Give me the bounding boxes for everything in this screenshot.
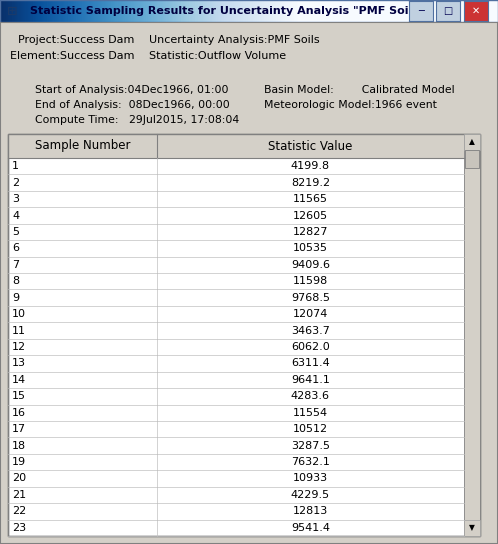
Text: 12605: 12605 [293,211,328,220]
Text: Meteorologic Model:1966 event: Meteorologic Model:1966 event [264,100,437,110]
Text: ─: ─ [418,6,424,16]
Bar [465,150,479,168]
Text: 22: 22 [12,506,26,516]
Text: 23: 23 [12,523,26,533]
Text: 4199.8: 4199.8 [291,161,330,171]
Text: ⊞: ⊞ [7,4,18,17]
Text: 16: 16 [12,408,26,418]
Text: Statistic Sampling Results for Uncertainty Analysis "PMF Soils": Statistic Sampling Results for Uncertain… [30,6,424,16]
Text: Statistic Value: Statistic Value [268,139,353,152]
Text: ✕: ✕ [472,6,480,16]
Text: 9641.1: 9641.1 [291,375,330,385]
Text: 3: 3 [12,194,19,204]
Text: 5: 5 [12,227,19,237]
Text: 20: 20 [12,473,26,484]
Text: 9: 9 [12,293,19,302]
Text: 21: 21 [12,490,26,500]
Text: ▼: ▼ [469,523,475,533]
Text: 13: 13 [12,358,26,368]
Text: Statistic:Outflow Volume: Statistic:Outflow Volume [149,51,286,61]
Text: 4283.6: 4283.6 [291,391,330,401]
Text: Project:Success Dam: Project:Success Dam [18,35,134,45]
Text: 18: 18 [12,441,26,450]
Text: 9541.4: 9541.4 [291,523,330,533]
Text: 2: 2 [12,178,19,188]
Bar [8,134,480,536]
Text: □: □ [444,6,453,16]
Text: Compute Time:   29Jul2015, 17:08:04: Compute Time: 29Jul2015, 17:08:04 [35,115,239,125]
Text: 9409.6: 9409.6 [291,260,330,270]
Text: 4229.5: 4229.5 [291,490,330,500]
Text: 10933: 10933 [293,473,328,484]
Text: 11554: 11554 [293,408,328,418]
Text: 7: 7 [12,260,19,270]
Text: Sample Number: Sample Number [34,139,130,152]
Bar [464,520,480,536]
Text: 8219.2: 8219.2 [291,178,330,188]
Bar [464,134,480,536]
Text: 6311.4: 6311.4 [291,358,330,368]
Text: 11: 11 [12,325,26,336]
Text: 12: 12 [12,342,26,352]
Text: 11565: 11565 [293,194,328,204]
Text: 10: 10 [12,309,26,319]
Bar [8,134,464,158]
Bar [8,134,480,536]
Text: 14: 14 [12,375,26,385]
Text: 19: 19 [12,457,26,467]
Text: Start of Analysis:04Dec1966, 01:00: Start of Analysis:04Dec1966, 01:00 [35,85,229,95]
Text: 1: 1 [12,161,19,171]
Text: 17: 17 [12,424,26,434]
Text: 12827: 12827 [293,227,328,237]
Text: 8: 8 [12,276,19,286]
Text: 10512: 10512 [293,424,328,434]
Text: ▲: ▲ [469,138,475,146]
Bar [464,134,480,150]
Text: 12074: 12074 [293,309,328,319]
Text: End of Analysis:  08Dec1966, 00:00: End of Analysis: 08Dec1966, 00:00 [35,100,230,110]
Text: Basin Model:        Calibrated Model: Basin Model: Calibrated Model [264,85,455,95]
Text: 3463.7: 3463.7 [291,325,330,336]
Text: 10535: 10535 [293,243,328,254]
Text: 11598: 11598 [293,276,328,286]
Text: 15: 15 [12,391,26,401]
Text: 7632.1: 7632.1 [291,457,330,467]
Text: 12813: 12813 [293,506,328,516]
Text: Element:Success Dam: Element:Success Dam [10,51,134,61]
Text: 9768.5: 9768.5 [291,293,330,302]
Text: 4: 4 [12,211,19,220]
Text: 3287.5: 3287.5 [291,441,330,450]
Text: 6062.0: 6062.0 [291,342,330,352]
Text: Uncertainty Analysis:PMF Soils: Uncertainty Analysis:PMF Soils [149,35,320,45]
Text: 6: 6 [12,243,19,254]
